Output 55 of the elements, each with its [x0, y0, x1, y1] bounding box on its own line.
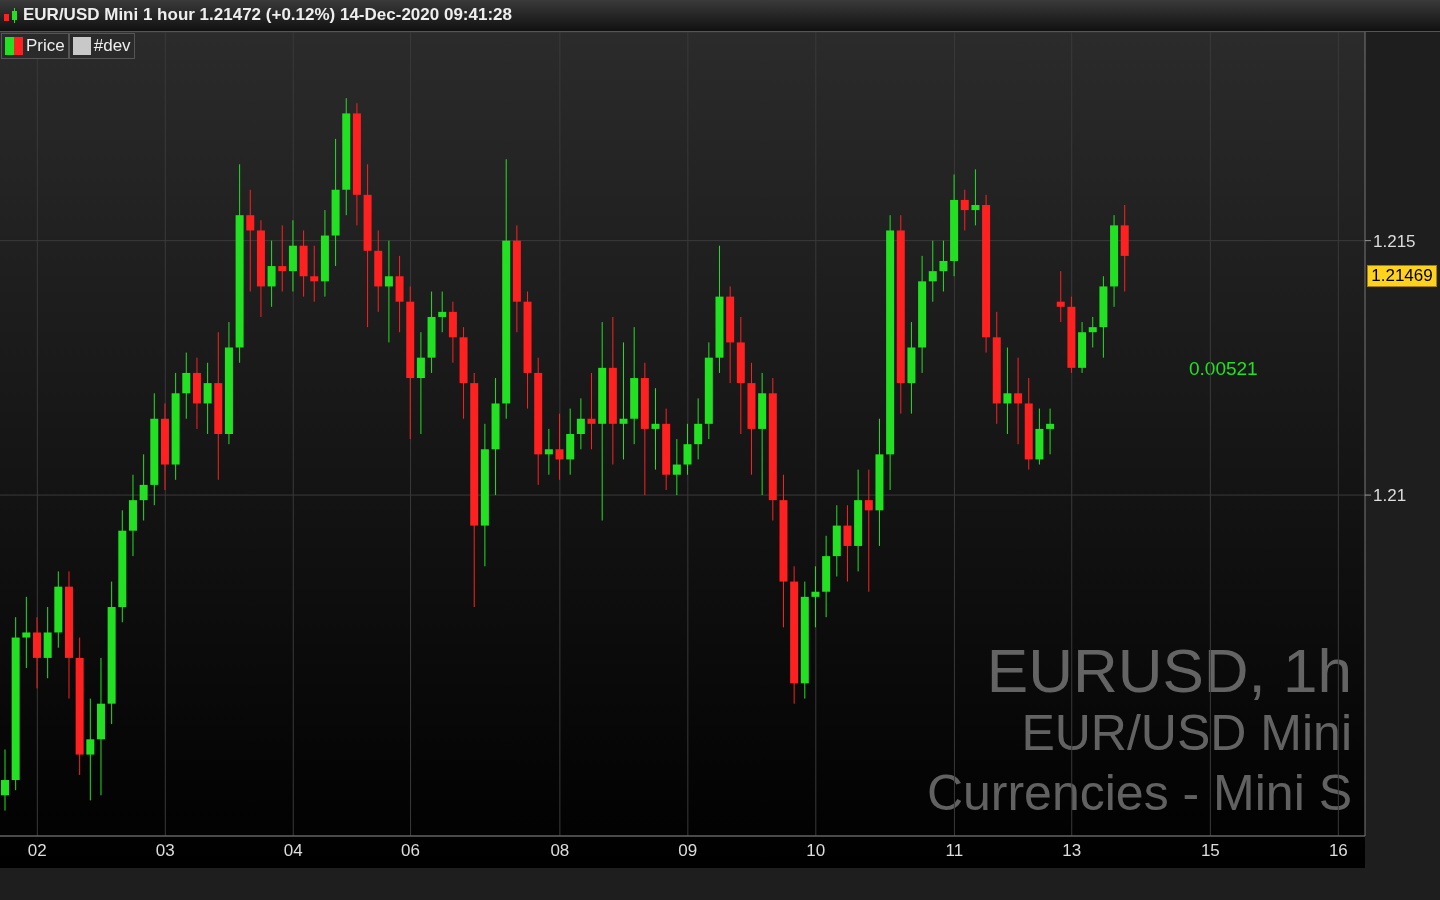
annotation: EURUSD, 1h	[986, 636, 1352, 705]
candlestick	[22, 596, 31, 669]
x-tick-label: 09	[678, 841, 698, 861]
y-tick-label: 1.21	[1373, 486, 1407, 506]
candlestick	[1003, 346, 1012, 435]
candlestick	[694, 397, 703, 460]
candlestick	[619, 341, 628, 460]
candlestick	[555, 413, 564, 481]
x-tick-label: 15	[1200, 841, 1220, 861]
candlestick	[587, 372, 596, 450]
x-tick-label: 08	[550, 841, 570, 861]
candlestick	[310, 245, 319, 303]
candlestick	[438, 291, 447, 333]
x-tick-label: 03	[155, 841, 175, 861]
candlestick	[928, 240, 937, 303]
candlestick	[864, 469, 873, 593]
annotation: EUR/USD Mini	[1021, 705, 1352, 761]
x-tick-label: 11	[945, 841, 964, 861]
chart-title: EUR/USD Mini 1 hour 1.21472 (+0.12%) 14-Dec-2020 09:41:28	[23, 5, 512, 25]
candlestick	[1014, 357, 1023, 445]
annotation: Currencies - Mini S	[926, 765, 1352, 821]
candlestick	[1056, 270, 1065, 323]
candlestick	[278, 224, 287, 293]
x-tick-label: 02	[27, 841, 47, 861]
x-tick-label: 06	[401, 841, 421, 861]
candlestick	[544, 428, 553, 476]
x-tick-label: 04	[283, 841, 303, 861]
candlestick	[672, 438, 681, 496]
candlestick	[182, 352, 191, 420]
candlestick	[843, 504, 852, 583]
x-tick-label: 10	[806, 841, 826, 861]
candlestick	[971, 168, 980, 226]
candlestick	[939, 240, 948, 293]
x-tick-label: 13	[1062, 841, 1082, 861]
candlestick	[86, 698, 95, 801]
candlestick	[384, 240, 393, 343]
candlestick	[960, 189, 969, 231]
candlestick	[1088, 316, 1097, 348]
y-tick-label: 1.215	[1373, 231, 1416, 251]
candlestick	[1, 748, 9, 812]
candlestick	[139, 453, 148, 522]
candlestick	[576, 397, 585, 450]
candlestick	[267, 240, 276, 308]
annotation: #dev	[68, 33, 135, 59]
x-tick-label: 16	[1328, 841, 1348, 861]
candlestick	[651, 387, 660, 471]
candlestick	[416, 331, 425, 435]
candlestick	[811, 565, 820, 628]
candlestick	[1046, 408, 1055, 455]
annotation: 0.00521	[1189, 358, 1258, 379]
candlestick	[203, 362, 212, 435]
candlestick	[246, 189, 255, 293]
candlestick	[683, 423, 692, 476]
text: 1.21469	[1367, 264, 1437, 287]
legend-label: Price	[1, 33, 69, 59]
